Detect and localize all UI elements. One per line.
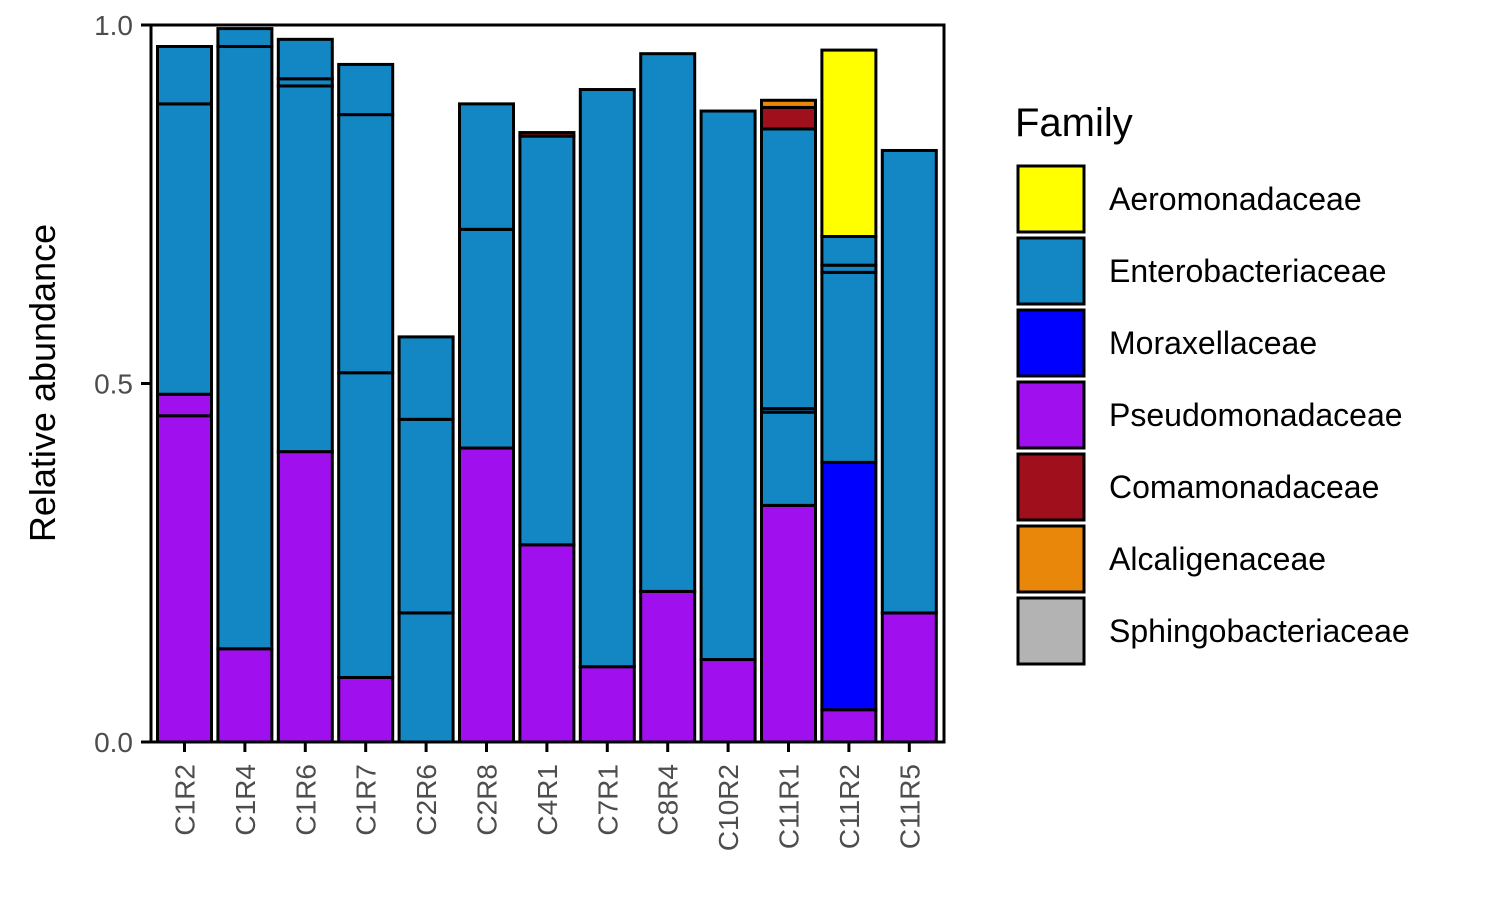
- y-tick-label: 0.5: [94, 369, 133, 400]
- x-tick-label: C8R4: [653, 764, 684, 836]
- bar-segment-C10R2-0: [699, 658, 757, 744]
- x-tick-label: C10R2: [713, 764, 744, 851]
- x-axis: C1R2 C1R4 C1R6 C1R7 C2R6 C2R8 C4R1 C7R1 C8R4 C10R…: [170, 742, 925, 851]
- bar-segment-C11R1-4: [760, 105, 817, 131]
- bar-segment-C10R2-1: [699, 109, 757, 662]
- bar-segment-C2R6-1: [397, 417, 455, 615]
- legend-key: [1016, 380, 1086, 450]
- legend-item: Pseudomonadaceae: [1016, 380, 1403, 450]
- legend-key: [1016, 524, 1086, 594]
- legend-label: Aeromonadaceae: [1109, 181, 1362, 217]
- y-axis: 0.0 0.5 1.0: [94, 10, 151, 758]
- bar-segment-C8R4-1: [639, 52, 697, 593]
- bar-segment-C11R5-1: [880, 148, 938, 615]
- x-tick-label: C2R8: [472, 764, 503, 836]
- bar-segment-C1R7-3: [337, 62, 395, 117]
- bar-C10R2: [699, 109, 757, 744]
- bar-segment-C4R1-0: [518, 543, 576, 744]
- legend-label: Pseudomonadaceae: [1109, 397, 1403, 433]
- bar-segment-C7R1-0: [578, 665, 636, 744]
- bar-segment-C2R8-1: [458, 227, 515, 450]
- bar-segment-C1R4-1: [216, 45, 274, 651]
- x-tick-label: C1R2: [170, 764, 201, 836]
- y-tick-label: 1.0: [94, 10, 133, 41]
- bar-segment-C2R8-2: [458, 102, 515, 231]
- x-tick-label: C11R5: [894, 764, 925, 849]
- legend-label: Alcaligenaceae: [1109, 541, 1326, 577]
- bar-segment-C1R2-3: [156, 45, 213, 106]
- bar-segment-C11R2-2: [820, 270, 878, 464]
- legend-item: Enterobacteriaceae: [1016, 236, 1387, 306]
- legend-key: [1016, 596, 1086, 666]
- bar-C1R7: [337, 62, 395, 744]
- y-tick-label: 0.0: [94, 727, 133, 758]
- legend: Family Aeromonadaceae Enterobacteriaceae M…: [1015, 101, 1410, 666]
- legend-item: Alcaligenaceae: [1016, 524, 1326, 594]
- bar-segment-C2R6-0: [397, 611, 455, 744]
- bar-segment-C4R1-2: [518, 131, 576, 138]
- x-tick-label: C11R2: [834, 764, 865, 849]
- bar-segment-C11R2-4: [820, 235, 878, 267]
- bar-segment-C11R1-1: [760, 410, 817, 507]
- bar-segment-C11R1-3: [760, 127, 817, 411]
- bar-C11R2: [820, 48, 878, 744]
- bar-segment-C1R2-0: [156, 414, 213, 744]
- bar-segment-C2R8-0: [458, 446, 515, 744]
- bar-segment-C1R7-0: [337, 675, 395, 744]
- legend-label: Moraxellaceae: [1109, 325, 1317, 361]
- bars-layer: [156, 27, 938, 744]
- bar-segment-C1R4-2: [216, 27, 274, 49]
- bar-segment-C11R1-0: [760, 503, 817, 744]
- legend-item: Comamonadaceae: [1016, 452, 1379, 522]
- bar-segment-C1R7-2: [337, 113, 395, 375]
- bar-C1R6: [276, 37, 334, 744]
- bar-segment-C8R4-0: [639, 589, 697, 744]
- x-tick-label: C1R4: [230, 764, 261, 836]
- bar-C1R2: [156, 45, 213, 744]
- bar-segment-C11R2-0: [820, 708, 878, 744]
- y-axis-title: Relative abundance: [22, 224, 63, 542]
- bar-C7R1: [578, 88, 636, 744]
- bar-segment-C4R1-1: [518, 134, 576, 547]
- legend-key: [1016, 308, 1086, 378]
- legend-item: Moraxellaceae: [1016, 308, 1317, 378]
- legend-key: [1016, 452, 1086, 522]
- x-tick-label: C2R6: [411, 764, 442, 836]
- bar-C8R4: [639, 52, 697, 744]
- x-tick-label: C11R1: [774, 764, 805, 849]
- bar-C4R1: [518, 131, 576, 744]
- x-tick-label: C4R1: [532, 764, 563, 836]
- bar-segment-C1R2-2: [156, 102, 213, 396]
- bar-segment-C1R7-1: [337, 371, 395, 679]
- bar-segment-C1R6-0: [276, 450, 334, 744]
- legend-key: [1016, 164, 1086, 234]
- bar-segment-C11R2-1: [820, 460, 878, 712]
- legend-item: Sphingobacteriaceae: [1016, 596, 1410, 666]
- bar-segment-C11R1-5: [760, 98, 817, 109]
- bar-C1R4: [216, 27, 274, 744]
- bar-segment-C2R6-2: [397, 335, 455, 421]
- bar-segment-C1R6-1: [276, 84, 334, 454]
- x-tick-label: C7R1: [592, 764, 623, 836]
- bar-segment-C1R2-1: [156, 392, 213, 418]
- legend-label: Enterobacteriaceae: [1109, 253, 1387, 289]
- legend-title: Family: [1015, 101, 1133, 145]
- x-tick-label: C1R7: [351, 764, 382, 836]
- bar-C11R5: [880, 148, 938, 744]
- legend-key: [1016, 236, 1086, 306]
- bar-C2R8: [458, 102, 515, 744]
- bar-C2R6: [397, 335, 455, 744]
- bar-segment-C7R1-1: [578, 88, 636, 669]
- bar-segment-C11R5-0: [880, 611, 938, 744]
- bar-segment-C11R2-5: [820, 48, 878, 239]
- legend-label: Comamonadaceae: [1109, 469, 1379, 505]
- bar-C11R1: [760, 98, 817, 744]
- x-tick-label: C1R6: [290, 764, 321, 836]
- bar-segment-C1R6-3: [276, 37, 334, 81]
- legend-label: Sphingobacteriaceae: [1109, 613, 1410, 649]
- bar-segment-C1R4-0: [216, 647, 274, 744]
- legend-item: Aeromonadaceae: [1016, 164, 1362, 234]
